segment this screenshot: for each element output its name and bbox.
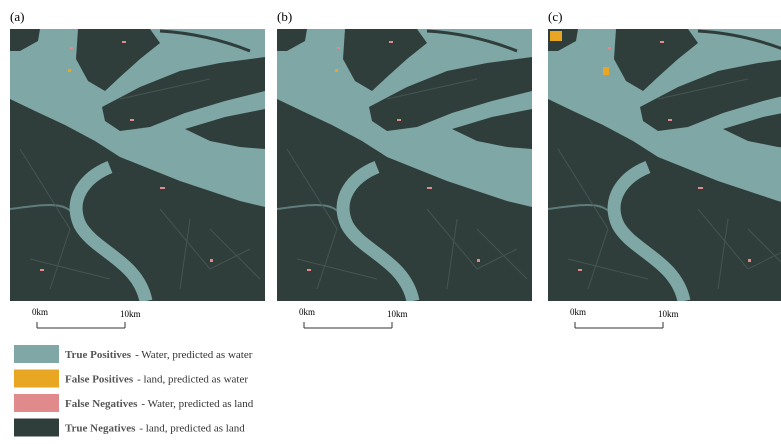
scale-start: 0km [570, 307, 586, 317]
panel-label: (c) [548, 9, 562, 24]
map-panel [548, 29, 781, 301]
legend-swatch [14, 370, 59, 388]
figure: (a) 0km 10km (b) 0km 10km (c) 0km 10km True Posi… [0, 0, 781, 444]
panel-label: (b) [277, 9, 292, 24]
scale-start: 0km [299, 307, 315, 317]
panel-label: (a) [10, 9, 24, 24]
legend-term: False Negatives [65, 398, 138, 410]
map-image [548, 29, 781, 301]
false-positive-area [603, 67, 609, 75]
legend-description: - Water, predicted as land [141, 398, 253, 410]
figure-canvas: (a) 0km 10km (b) 0km 10km (c) 0km 10km True Posi… [0, 0, 781, 444]
legend-swatch [14, 345, 59, 363]
legend-text: False Negatives- Water, predicted as lan… [65, 398, 254, 410]
false-positive-area [68, 69, 71, 72]
legend-description: - land, predicted as land [139, 423, 245, 435]
legend-text: True Negatives- land, predicted as land [65, 423, 245, 435]
legend-description: - land, predicted as water [137, 374, 248, 386]
legend-text: True Positives- Water, predicted as wate… [65, 349, 253, 361]
legend-term: True Negatives [65, 423, 136, 435]
map-panel [277, 29, 532, 301]
legend-swatch [14, 419, 59, 437]
legend-term: True Positives [65, 349, 132, 361]
legend-description: - Water, predicted as water [135, 349, 253, 361]
scale-start: 0km [32, 307, 48, 317]
map-image [277, 29, 532, 301]
legend-swatch [14, 394, 59, 412]
legend-term: False Positives [65, 374, 134, 386]
false-positive-area [550, 31, 562, 41]
scale-end: 10km [658, 309, 679, 319]
scale-end: 10km [120, 309, 141, 319]
map-panel [10, 29, 265, 301]
scale-end: 10km [387, 309, 408, 319]
false-positive-area [335, 69, 338, 72]
legend-text: False Positives- land, predicted as wate… [65, 374, 248, 386]
map-image [10, 29, 265, 301]
